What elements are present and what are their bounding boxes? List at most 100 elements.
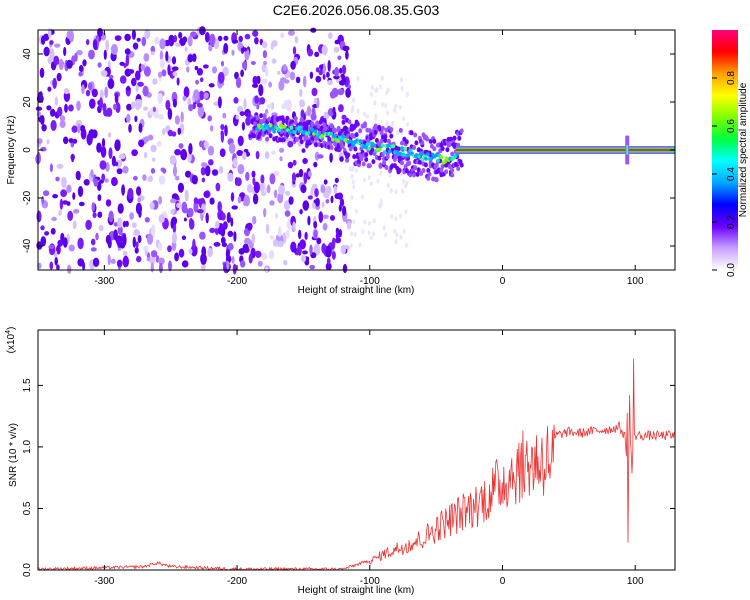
track-core [434,153,439,158]
noise-blob [228,142,236,154]
noise-blob [227,242,234,251]
track-blob [259,113,264,119]
noise-blob [154,36,160,45]
noise-blob [158,71,163,78]
track-core [372,143,377,148]
colorbar-gradient [712,30,738,270]
noise-blob [157,93,163,104]
noise-blob [62,136,69,145]
noise-blob [204,165,211,177]
noise-blob [401,188,405,194]
noise-blob [55,176,60,182]
noise-blob [300,255,307,263]
noise-blob [219,166,224,174]
noise-blob [158,257,165,265]
noise-blob [314,188,319,198]
noise-blob [326,257,331,265]
noise-blob [320,185,326,194]
noise-blob [178,143,184,149]
noise-blob [303,172,308,185]
y-tick-label: 1.0 [22,440,33,454]
noise-blob [63,88,70,95]
noise-blob [149,255,156,265]
track-blob [396,146,401,152]
track-core [367,146,371,151]
noise-blob [309,244,313,255]
noise-blob [111,176,118,187]
noise-blob [144,151,148,159]
noise-blob [338,104,344,113]
noise-blob [208,83,215,88]
noise-blob [356,108,360,114]
noise-blob [394,216,398,222]
colorbar-tick-label: 0.4 [726,167,737,181]
noise-blob [300,109,305,120]
track-blob [299,139,304,145]
noise-blob [276,240,284,248]
noise-blob [327,79,333,86]
x-tick-label: -300 [94,576,114,587]
track-blob [457,135,462,141]
noise-blob [181,235,186,241]
noise-blob [96,142,102,153]
noise-blob [114,139,121,152]
noise-blob [337,88,345,96]
noise-blob [131,149,138,157]
noise-blob [325,199,330,204]
noise-blob [63,46,67,57]
track-blob [378,163,383,169]
noise-blob [134,247,139,254]
noise-blob [304,231,308,240]
noise-blob [137,99,143,109]
noise-blob [331,87,339,98]
noise-blob [372,231,376,237]
noise-blob [56,264,60,271]
noise-blob [46,139,50,145]
track-core [391,144,396,149]
noise-blob [252,30,259,37]
noise-blob [99,97,103,109]
noise-blob [203,92,209,99]
noise-blob [93,178,99,187]
noise-blob [299,100,306,108]
noise-blob [68,244,75,252]
noise-blob [187,152,192,163]
track-blob [409,130,414,136]
track-core [336,138,340,143]
noise-blob [245,151,250,157]
noise-blob [110,43,118,55]
noise-blob [318,69,323,76]
noise-blob [165,50,169,62]
track-blob [452,135,457,141]
track-blob [380,125,385,131]
noise-blob [108,74,114,79]
noise-blob [353,232,357,237]
noise-blob [47,27,52,39]
noise-blob [329,152,333,163]
noise-blob [390,214,394,220]
noise-blob [369,181,373,187]
noise-blob [72,220,77,230]
noise-blob [182,36,188,43]
track-core [331,137,335,142]
noise-blob [305,257,310,263]
noise-blob [140,64,146,71]
track-blob [445,147,450,153]
noise-blob [143,245,149,251]
noise-blob [169,155,177,165]
noise-blob [207,115,212,122]
noise-blob [361,229,365,235]
noise-blob [66,59,73,69]
noise-blob [68,138,74,143]
noise-blob [133,229,141,236]
noise-blob [402,228,406,234]
track-blob [294,136,299,142]
noise-blob [266,184,271,194]
noise-blob [278,184,285,195]
track-blob [459,128,464,134]
track-core [386,143,390,148]
noise-blob [399,234,403,240]
noise-blob [105,199,112,207]
noise-blob [300,184,307,194]
noise-blob [268,81,272,88]
